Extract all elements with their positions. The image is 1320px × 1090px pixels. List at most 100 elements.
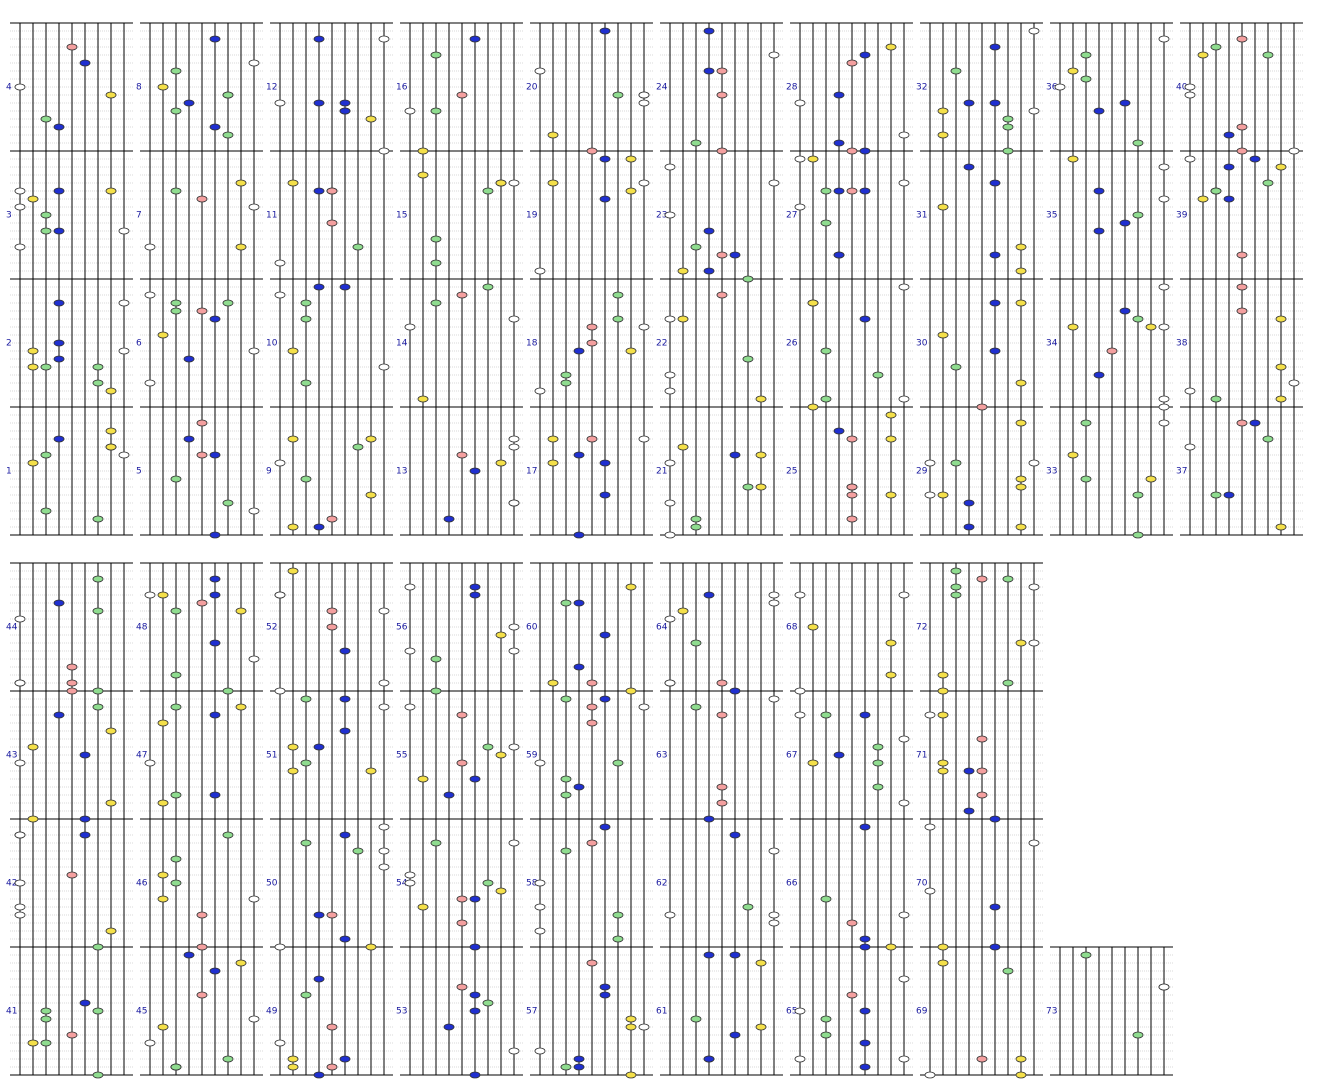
note <box>859 51 871 59</box>
note <box>1015 475 1027 483</box>
note <box>1158 395 1170 403</box>
note <box>859 1063 871 1071</box>
note <box>846 59 858 67</box>
note <box>638 99 650 107</box>
note <box>638 1023 650 1031</box>
note <box>625 1015 637 1023</box>
measure-number: 43 <box>6 751 17 761</box>
note <box>14 203 26 211</box>
note <box>339 935 351 943</box>
note <box>469 895 481 903</box>
note <box>66 871 78 879</box>
measure-number: 10 <box>266 339 278 349</box>
note <box>703 951 715 959</box>
note <box>170 187 182 195</box>
note <box>703 591 715 599</box>
note <box>690 1015 702 1023</box>
note <box>417 395 429 403</box>
note <box>547 131 559 139</box>
note <box>716 91 728 99</box>
note <box>638 323 650 331</box>
note <box>872 743 884 751</box>
note <box>573 531 585 539</box>
note <box>53 711 65 719</box>
note <box>157 719 169 727</box>
note <box>339 283 351 291</box>
measure-number: 23 <box>656 211 667 221</box>
note <box>664 459 676 467</box>
note <box>248 895 260 903</box>
note <box>183 435 195 443</box>
note <box>339 99 351 107</box>
measure-number: 1 <box>6 467 12 477</box>
note <box>560 791 572 799</box>
note <box>157 871 169 879</box>
note <box>1002 575 1014 583</box>
note <box>560 1063 572 1071</box>
note <box>1015 243 1027 251</box>
measure-number: 57 <box>526 1007 537 1017</box>
note <box>885 491 897 499</box>
note <box>989 99 1001 107</box>
note <box>859 1007 871 1015</box>
note <box>755 483 767 491</box>
note <box>820 1015 832 1023</box>
note <box>534 1047 546 1055</box>
measure-number: 53 <box>396 1007 407 1017</box>
note <box>1158 35 1170 43</box>
note <box>612 291 624 299</box>
measure-number: 38 <box>1176 339 1188 349</box>
measure-number: 60 <box>526 623 538 633</box>
note <box>560 379 572 387</box>
note <box>742 275 754 283</box>
note <box>404 583 416 591</box>
note <box>729 251 741 259</box>
note <box>274 943 286 951</box>
note <box>196 599 208 607</box>
note <box>950 567 962 575</box>
note <box>1132 211 1144 219</box>
note <box>885 671 897 679</box>
note <box>118 227 130 235</box>
note <box>209 35 221 43</box>
note <box>1002 147 1014 155</box>
note <box>196 419 208 427</box>
note <box>1080 419 1092 427</box>
note <box>417 171 429 179</box>
note <box>1158 983 1170 991</box>
note <box>573 599 585 607</box>
note <box>1236 283 1248 291</box>
note <box>703 267 715 275</box>
note <box>690 703 702 711</box>
note <box>924 1071 936 1079</box>
note <box>976 575 988 583</box>
note <box>495 631 507 639</box>
note <box>1184 155 1196 163</box>
note <box>79 815 91 823</box>
measure-number: 39 <box>1176 211 1188 221</box>
note <box>599 459 611 467</box>
note <box>729 831 741 839</box>
note <box>469 35 481 43</box>
note <box>14 831 26 839</box>
note <box>378 703 390 711</box>
note <box>144 379 156 387</box>
note <box>794 711 806 719</box>
note <box>664 911 676 919</box>
note <box>157 591 169 599</box>
note <box>40 227 52 235</box>
note <box>599 195 611 203</box>
note <box>1158 195 1170 203</box>
note <box>287 1055 299 1063</box>
note <box>313 975 325 983</box>
note <box>326 911 338 919</box>
note <box>1236 35 1248 43</box>
note <box>1158 403 1170 411</box>
note <box>664 499 676 507</box>
measure-number: 69 <box>916 1007 928 1017</box>
measure-number: 54 <box>396 879 408 889</box>
note <box>924 711 936 719</box>
note <box>690 139 702 147</box>
note <box>105 427 117 435</box>
note <box>1106 347 1118 355</box>
